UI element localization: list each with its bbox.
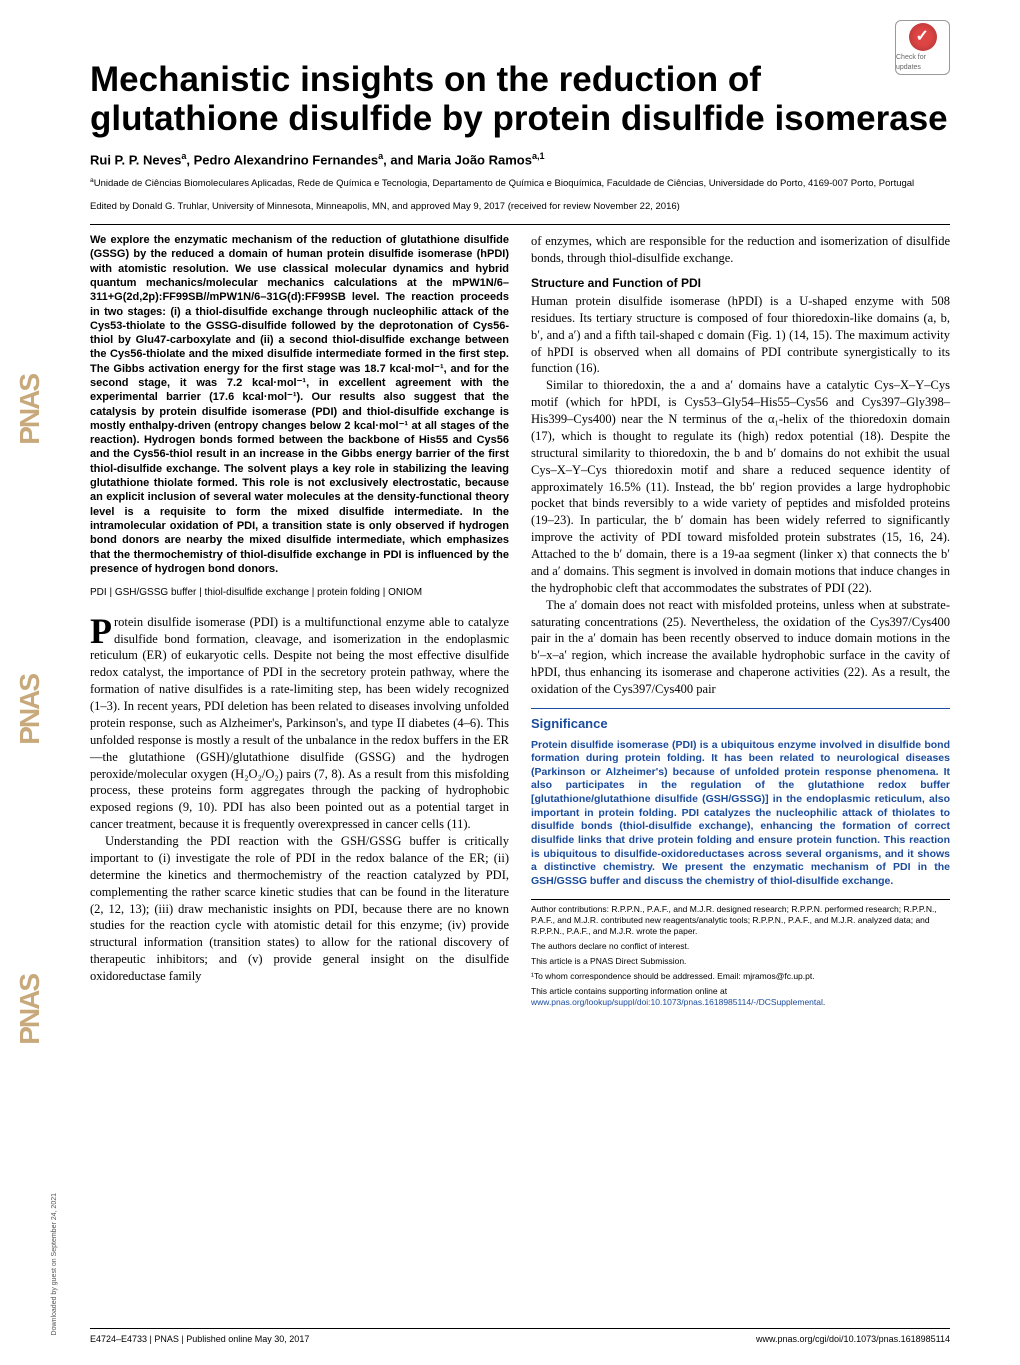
fn-conflict: The authors declare no conflict of inter… — [531, 941, 950, 952]
keywords: PDI | GSH/GSSG buffer | thiol-disulfide … — [90, 586, 509, 600]
intro-paragraph-1: Protein disulfide isomerase (PDI) is a m… — [90, 614, 509, 833]
check-for-updates-badge[interactable]: Check for updates — [895, 20, 950, 75]
footnote-divider — [531, 899, 950, 900]
pnas-logo-3: PNAS — [11, 975, 49, 1045]
check-updates-label: Check for updates — [896, 53, 949, 72]
dropcap-P: P — [90, 614, 114, 647]
article-title: Mechanistic insights on the reduction of… — [90, 60, 950, 138]
affiliation-text: Unidade de Ciências Biomoleculares Aplic… — [94, 178, 914, 189]
col2-continuation: of enzymes, which are responsible for th… — [531, 233, 950, 267]
intro-p1-text: rotein disulfide isomerase (PDI) is a mu… — [90, 615, 509, 832]
edited-by-line: Edited by Donald G. Truhlar, University … — [90, 201, 950, 214]
footnotes: Author contributions: R.P.P.N., P.A.F., … — [531, 899, 950, 1008]
structure-p3: The a′ domain does not react with misfol… — [531, 597, 950, 698]
supporting-info-link[interactable]: www.pnas.org/lookup/suppl/doi:10.1073/pn… — [531, 997, 823, 1007]
section-heading-structure: Structure and Function of PDI — [531, 275, 950, 291]
intro-paragraph-2: Understanding the PDI reaction with the … — [90, 833, 509, 985]
fn-supporting-post: . — [823, 997, 825, 1007]
pnas-vertical-stripe: PNAS PNAS PNAS — [10, 260, 50, 1160]
fn-supporting-pre: This article contains supporting informa… — [531, 986, 727, 996]
footer-right: www.pnas.org/cgi/doi/10.1073/pnas.161898… — [756, 1333, 950, 1345]
download-timestamp: Downloaded by guest on September 24, 202… — [50, 1193, 59, 1335]
fn-submission: This article is a PNAS Direct Submission… — [531, 956, 950, 967]
fn-contributions: Author contributions: R.P.P.N., P.A.F., … — [531, 904, 950, 937]
significance-body: Protein disulfide isomerase (PDI) is a u… — [531, 739, 950, 889]
pnas-logo-2: PNAS — [11, 675, 49, 745]
pnas-logo-1: PNAS — [11, 375, 49, 445]
significance-box: Significance Protein disulfide isomerase… — [531, 708, 950, 889]
header-divider — [90, 224, 950, 225]
structure-p1: Human protein disulfide isomerase (hPDI)… — [531, 293, 950, 377]
significance-heading: Significance — [531, 715, 950, 733]
fn-correspondence: ¹To whom correspondence should be addres… — [531, 971, 950, 982]
footer-left: E4724–E4733 | PNAS | Published online Ma… — [90, 1333, 309, 1345]
fn-supporting: This article contains supporting informa… — [531, 986, 950, 1008]
affiliation: aUnidade de Ciências Biomoleculares Apli… — [90, 177, 950, 191]
checkmark-icon — [909, 23, 937, 51]
two-column-body: We explore the enzymatic mechanism of th… — [90, 233, 950, 1008]
structure-p2: Similar to thioredoxin, the a and a′ dom… — [531, 377, 950, 596]
author-list: Rui P. P. Nevesa, Pedro Alexandrino Fern… — [90, 150, 950, 169]
abstract: We explore the enzymatic mechanism of th… — [90, 233, 509, 576]
page-footer: E4724–E4733 | PNAS | Published online Ma… — [90, 1328, 950, 1345]
